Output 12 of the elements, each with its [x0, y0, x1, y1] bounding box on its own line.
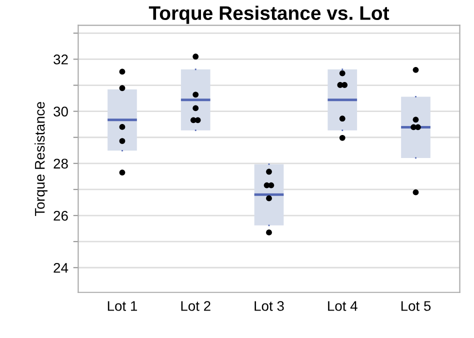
y-tick-label: 28: [54, 158, 68, 169]
x-tick-label: Lot 5: [401, 301, 431, 311]
x-tick-label: Lot 2: [181, 301, 210, 311]
y-axis-title: Torque Resistance: [34, 102, 48, 216]
y-tick-label: 24: [54, 262, 68, 273]
y-tick-label: 32: [54, 54, 68, 64]
chart-title: Torque Resistance vs. Lot: [148, 6, 390, 24]
y-tick-label: 26: [54, 210, 68, 221]
y-tick-label: 30: [54, 106, 68, 116]
x-tick-label: Lot 4: [328, 301, 358, 311]
x-tick-label: Lot 3: [254, 301, 284, 311]
x-tick-label: Lot 1: [108, 301, 138, 311]
